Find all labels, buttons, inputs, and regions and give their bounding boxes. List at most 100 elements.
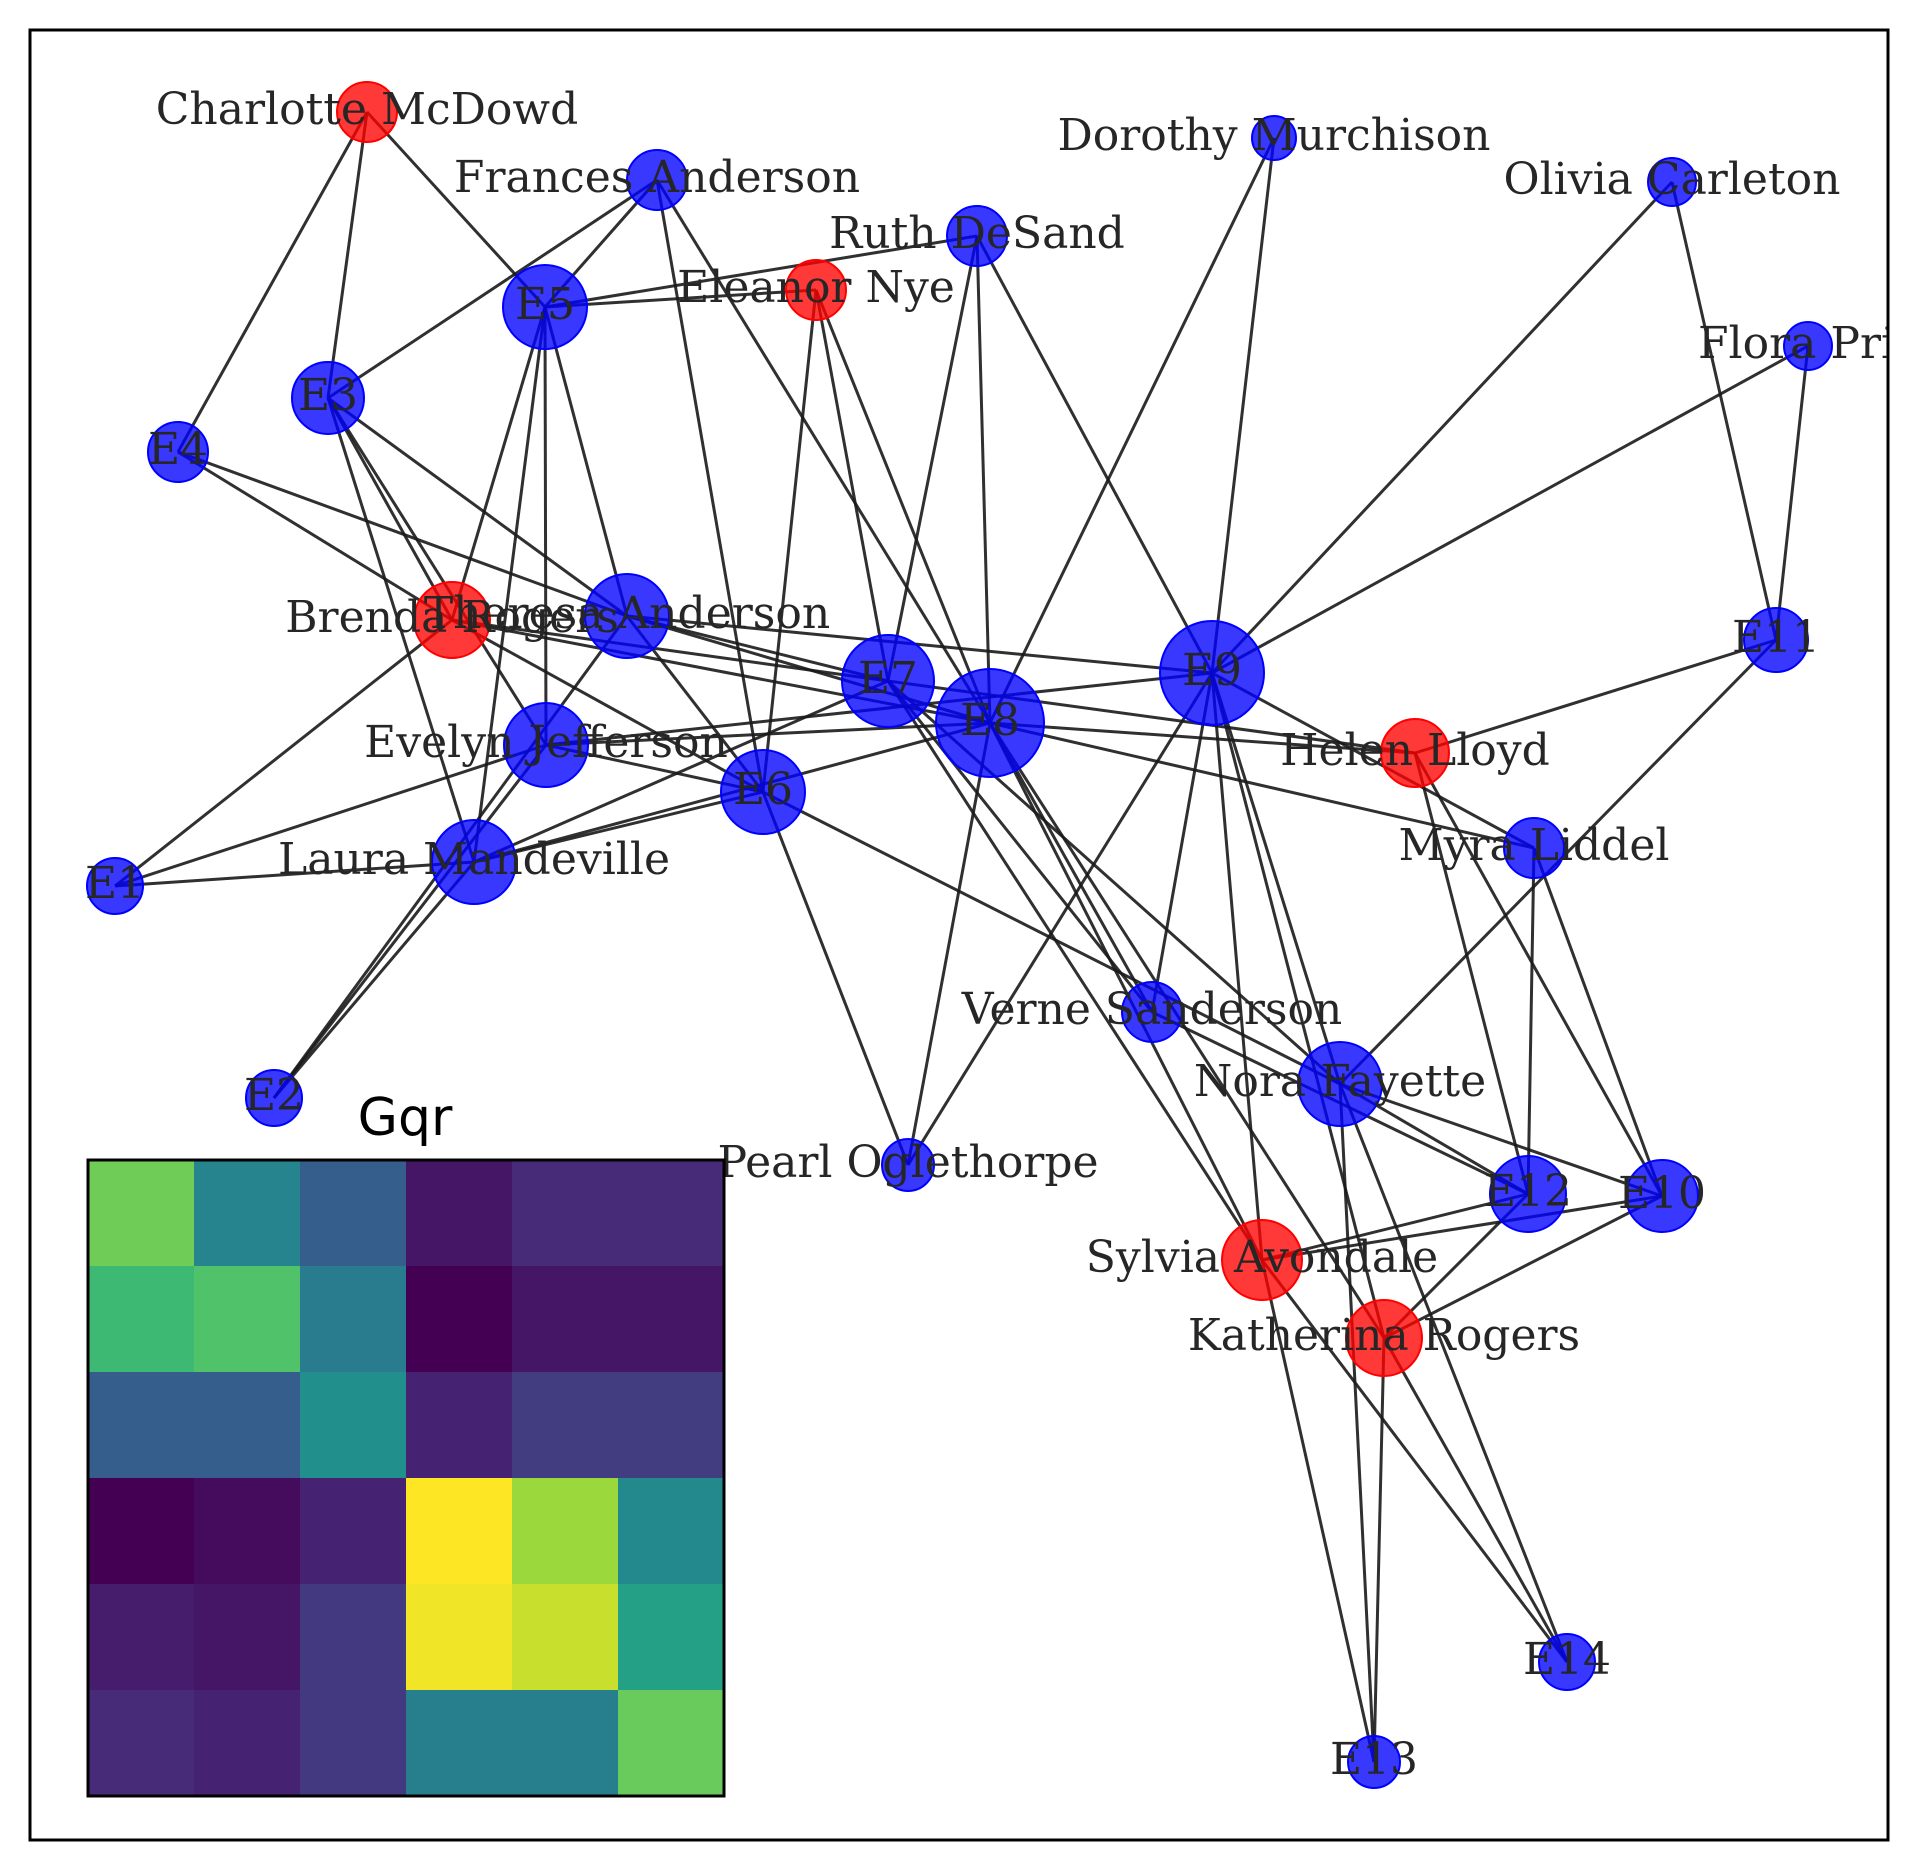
label-e3: E3 — [298, 370, 358, 421]
node-pearl-oglethorpe — [881, 1138, 935, 1192]
node-e3 — [291, 361, 365, 435]
edge-helen-lloyd-e8 — [989, 721, 1416, 755]
node-e2 — [245, 1069, 303, 1127]
heatmap-cell-5-2 — [300, 1690, 407, 1797]
label-e12: E12 — [1484, 1166, 1572, 1217]
heatmap-cell-4-2 — [300, 1584, 407, 1691]
edge-evelyn-jefferson-e5 — [543, 306, 548, 746]
edge-laura-mandeville-e1 — [114, 860, 475, 888]
node-e10 — [1625, 1159, 1699, 1233]
label-myra-liddel: Myra Liddel — [1399, 820, 1670, 871]
edge-ruth-desand-e8 — [975, 235, 992, 724]
edge-myra-liddel-e8 — [989, 721, 1535, 850]
node-myra-liddel — [1503, 817, 1565, 879]
edge-eleanor-nye-e8 — [814, 289, 992, 724]
edge-nora-fayette-e14 — [1338, 1083, 1569, 1663]
heatmap-cell-4-4 — [512, 1584, 619, 1691]
label-charlotte-mcdowd: Charlotte McDowd — [156, 84, 579, 135]
edge-katherina-rogers-e14 — [1382, 1337, 1569, 1663]
heatmap-cell-3-3 — [406, 1478, 513, 1585]
label-nora-fayette: Nora Fayette — [1194, 1056, 1486, 1107]
heatmap-cell-5-3 — [406, 1690, 513, 1797]
edge-pearl-oglethorpe-e9 — [906, 672, 1214, 1166]
label-frances-anderson: Frances Anderson — [454, 152, 860, 203]
heatmap-cell-1-0 — [88, 1266, 195, 1373]
edge-laura-mandeville-e3 — [326, 397, 476, 863]
heatmap-cell-5-1 — [194, 1690, 301, 1797]
edge-pearl-oglethorpe-e8 — [906, 722, 992, 1166]
label-e14: E14 — [1523, 1634, 1611, 1685]
edge-verne-sanderson-e9 — [1150, 672, 1214, 1013]
heatmap-inset: Gqr — [86, 1088, 726, 1798]
node-e4 — [147, 421, 209, 483]
node-verne-sanderson — [1121, 981, 1183, 1043]
edge-brenda-rogers-e1 — [114, 618, 453, 888]
node-theresa-anderson — [584, 573, 670, 659]
edge-charlotte-mcdowd-e3 — [326, 111, 369, 399]
edge-eleanor-nye-e7 — [814, 289, 890, 682]
heatmap-cell-1-1 — [194, 1266, 301, 1373]
node-eleanor-nye — [785, 259, 847, 321]
heatmap-cell-5-5 — [618, 1690, 725, 1797]
edge-sylvia-avondale-e8 — [988, 722, 1264, 1261]
node-e1 — [86, 857, 144, 915]
label-laura-mandeville: Laura Mandeville — [278, 834, 670, 885]
node-e12 — [1489, 1155, 1567, 1233]
heatmap-cell-2-4 — [512, 1372, 619, 1479]
edge-laura-mandeville-e7 — [473, 679, 889, 864]
node-e5 — [502, 264, 588, 350]
node-e6 — [720, 749, 806, 835]
edge-brenda-rogers-e5 — [450, 306, 547, 621]
node-helen-lloyd — [1380, 718, 1450, 788]
edge-myra-liddel-e9 — [1211, 671, 1535, 850]
node-ruth-desand — [946, 205, 1008, 267]
heatmap-cell-1-3 — [406, 1266, 513, 1373]
edge-evelyn-jefferson-e3 — [326, 397, 548, 746]
edge-ruth-desand-e9 — [975, 235, 1214, 674]
node-e9 — [1159, 620, 1265, 726]
node-brenda-rogers — [413, 581, 491, 659]
node-e7 — [841, 634, 935, 728]
edge-katherina-rogers-e10 — [1383, 1194, 1663, 1340]
label-ruth-desand: Ruth DeSand — [829, 208, 1125, 259]
heatmap-border — [86, 1158, 726, 1798]
edge-nora-fayette-e13 — [1338, 1083, 1376, 1763]
label-e6: E6 — [733, 764, 793, 815]
label-e11: E11 — [1732, 612, 1820, 663]
label-e2: E2 — [244, 1070, 304, 1121]
edge-frances-anderson-e6 — [655, 179, 765, 793]
edge-ruth-desand-e7 — [886, 235, 979, 682]
edge-brenda-rogers-e4 — [177, 450, 453, 622]
label-katherina-rogers: Katherina Rogers — [1188, 1310, 1580, 1361]
edge-olivia-carleton-e9 — [1210, 180, 1674, 675]
inset-title: Gqr — [358, 1088, 453, 1148]
label-verne-sanderson: Verne Sanderson — [961, 984, 1343, 1035]
edge-theresa-anderson-e8 — [626, 614, 991, 725]
label-theresa-anderson: Theresa Anderson — [424, 588, 830, 639]
edge-sylvia-avondale-e7 — [886, 680, 1264, 1261]
edge-evelyn-jefferson-e2 — [272, 744, 548, 1099]
label-flora-price: Flora Price — [1698, 318, 1919, 369]
heatmap-cell-5-0 — [88, 1690, 195, 1797]
label-e9: E9 — [1182, 645, 1242, 696]
label-e1: E1 — [85, 858, 145, 909]
node-charlotte-mcdowd — [336, 81, 398, 143]
node-nora-fayette — [1297, 1041, 1383, 1127]
heatmap-cell-2-5 — [618, 1372, 725, 1479]
edge-nora-fayette-e9 — [1210, 672, 1342, 1085]
label-pearl-oglethorpe: Pearl Oglethorpe — [717, 1137, 1098, 1188]
node-evelyn-jefferson — [503, 702, 589, 788]
edge-helen-lloyd-e11 — [1414, 638, 1777, 755]
label-e4: E4 — [148, 424, 208, 475]
label-eleanor-nye: Eleanor Nye — [677, 262, 955, 313]
label-helen-lloyd: Helen Lloyd — [1280, 725, 1550, 776]
heatmap-cell-1-4 — [512, 1266, 619, 1373]
edge-myra-liddel-e10 — [1532, 847, 1664, 1197]
heatmap-cell-0-3 — [406, 1160, 513, 1267]
edge-ruth-desand-e5 — [544, 234, 978, 309]
edge-katherina-rogers-e8 — [988, 722, 1386, 1339]
heatmap-cell-2-2 — [300, 1372, 407, 1479]
node-e14 — [1538, 1633, 1596, 1691]
label-e7: E7 — [858, 653, 918, 704]
heatmap-cell-4-0 — [88, 1584, 195, 1691]
